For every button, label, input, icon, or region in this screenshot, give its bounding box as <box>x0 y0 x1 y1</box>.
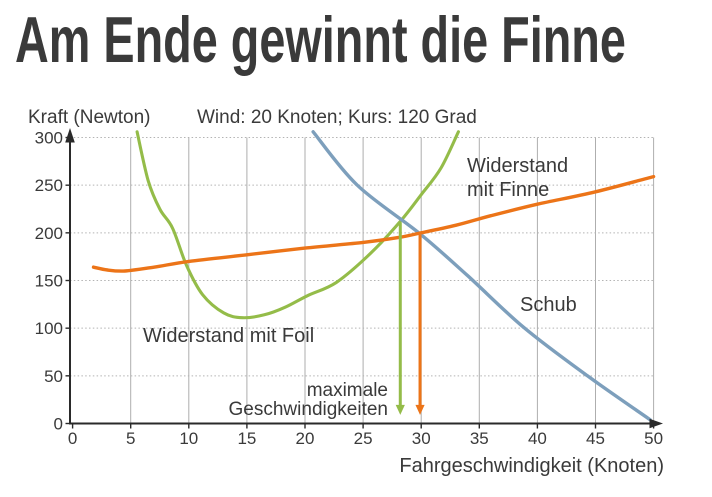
y-axis-title: Kraft (Newton) <box>28 107 150 128</box>
foil-label: Widerstand mit Foil <box>143 325 314 347</box>
page-title: Am Ende gewinnt die Finne <box>15 5 626 77</box>
y-tick-label: 50 <box>44 367 63 386</box>
conditions-label: Wind: 20 Knoten; Kurs: 120 Grad <box>197 107 477 128</box>
headline-group: Am Ende gewinnt die Finne <box>15 5 626 77</box>
y-tick-label: 0 <box>54 415 63 434</box>
y-tick-label: 100 <box>35 319 63 338</box>
series-schub <box>311 130 652 422</box>
x-axis-arrowhead <box>649 418 663 429</box>
y-tick-label: 250 <box>35 176 63 195</box>
series-widerstand-mit-foil <box>135 130 460 320</box>
max-speed-label-line1: maximale <box>307 380 388 401</box>
axis-ticks: 0 5 10 15 20 25 30 35 40 45 50 0 50 100 150 200 250 300 <box>35 129 663 448</box>
x-tick-label: 5 <box>126 429 135 448</box>
data-series <box>91 130 656 422</box>
arrowhead-max-speed-finne <box>415 404 425 415</box>
finne-label-line1: Widerstand <box>467 155 568 177</box>
max-speed-arrows <box>395 222 425 415</box>
axes <box>65 128 663 429</box>
max-speed-label-line2: Geschwindigkeiten <box>229 399 388 420</box>
x-tick-label: 35 <box>470 429 489 448</box>
x-tick-label: 50 <box>644 429 663 448</box>
y-tick-label: 200 <box>35 224 63 243</box>
x-tick-label: 0 <box>68 429 77 448</box>
x-tick-label: 30 <box>412 429 431 448</box>
x-tick-label: 20 <box>296 429 315 448</box>
y-axis-arrowhead <box>65 128 75 143</box>
arrowhead-max-speed-foil <box>395 404 405 415</box>
y-tick-label: 300 <box>35 129 63 148</box>
x-tick-label: 25 <box>354 429 373 448</box>
x-tick-label: 45 <box>586 429 605 448</box>
finne-label-line2: mit Finne <box>467 179 549 201</box>
x-axis-title: Fahrgeschwindigkeit (Knoten) <box>399 455 664 477</box>
x-tick-label: 40 <box>528 429 547 448</box>
schub-label: Schub <box>520 294 577 316</box>
x-tick-label: 15 <box>237 429 256 448</box>
series-widerstand-mit-finne <box>91 174 656 273</box>
x-tick-label: 10 <box>179 429 198 448</box>
y-tick-label: 150 <box>35 272 63 291</box>
